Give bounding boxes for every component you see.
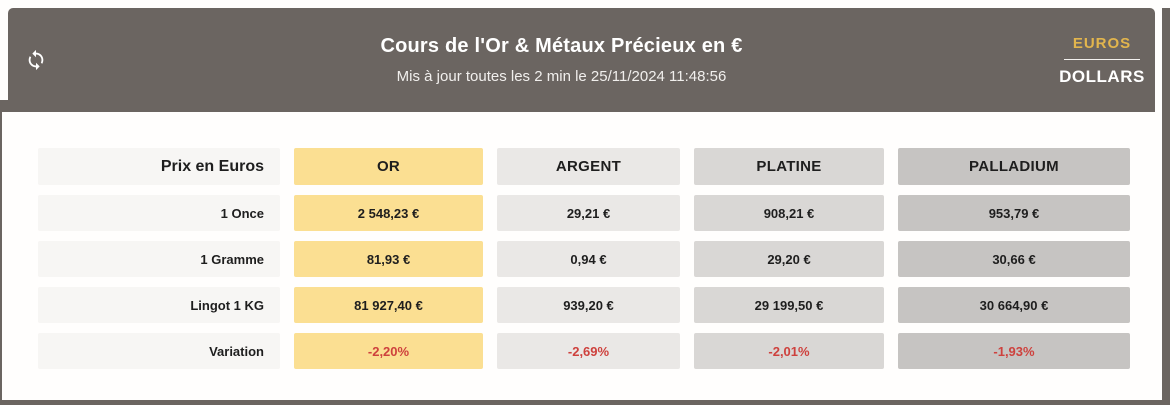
row-label-variation: Variation [38, 333, 280, 369]
column-header-or: OR [294, 148, 483, 185]
refresh-button[interactable] [23, 47, 49, 73]
value-once-palladium: 953,79 € [898, 195, 1130, 231]
value-once-or: 2 548,23 € [294, 195, 483, 231]
currency-toggle: EUROS DOLLARS [1059, 36, 1145, 85]
value-once-platine: 908,21 € [694, 195, 884, 231]
page-edge-bottom [0, 400, 1170, 405]
last-updated-text: Mis à jour toutes les 2 min le 25/11/202… [396, 68, 727, 85]
page-title: Cours de l'Or & Métaux Précieux en € [380, 35, 743, 57]
price-table: Prix en Euros OR ARGENT PLATINE PALLADIU… [38, 148, 1130, 369]
currency-option-dollars[interactable]: DOLLARS [1059, 66, 1145, 86]
row-label-once: 1 Once [38, 195, 280, 231]
value-lingot-platine: 29 199,50 € [694, 287, 884, 323]
currency-option-euros[interactable]: EUROS [1072, 34, 1132, 52]
column-header-platine: PLATINE [694, 148, 884, 185]
value-gramme-platine: 29,20 € [694, 241, 884, 277]
row-label-gramme: 1 Gramme [38, 241, 280, 277]
header-center: Cours de l'Or & Métaux Précieux en € Mis… [64, 36, 1059, 84]
page-edge-left-notch [0, 100, 8, 112]
value-gramme-argent: 0,94 € [497, 241, 680, 277]
currency-toggle-divider [1064, 58, 1140, 60]
page-edge-left [0, 100, 2, 405]
value-gramme-or: 81,93 € [294, 241, 483, 277]
value-once-argent: 29,21 € [497, 195, 680, 231]
column-header-palladium: PALLADIUM [898, 148, 1130, 185]
page-edge-right [1162, 8, 1170, 405]
row-label-lingot: Lingot 1 KG [38, 287, 280, 323]
value-variation-platine: -2,01% [694, 333, 884, 369]
value-gramme-palladium: 30,66 € [898, 241, 1130, 277]
value-variation-palladium: -1,93% [898, 333, 1130, 369]
refresh-icon [25, 49, 47, 71]
value-lingot-palladium: 30 664,90 € [898, 287, 1130, 323]
table-corner-label: Prix en Euros [38, 148, 280, 185]
header-bar: Cours de l'Or & Métaux Précieux en € Mis… [8, 8, 1155, 112]
value-lingot-or: 81 927,40 € [294, 287, 483, 323]
refresh-area [8, 47, 64, 73]
column-header-argent: ARGENT [497, 148, 680, 185]
value-lingot-argent: 939,20 € [497, 287, 680, 323]
value-variation-argent: -2,69% [497, 333, 680, 369]
value-variation-or: -2,20% [294, 333, 483, 369]
